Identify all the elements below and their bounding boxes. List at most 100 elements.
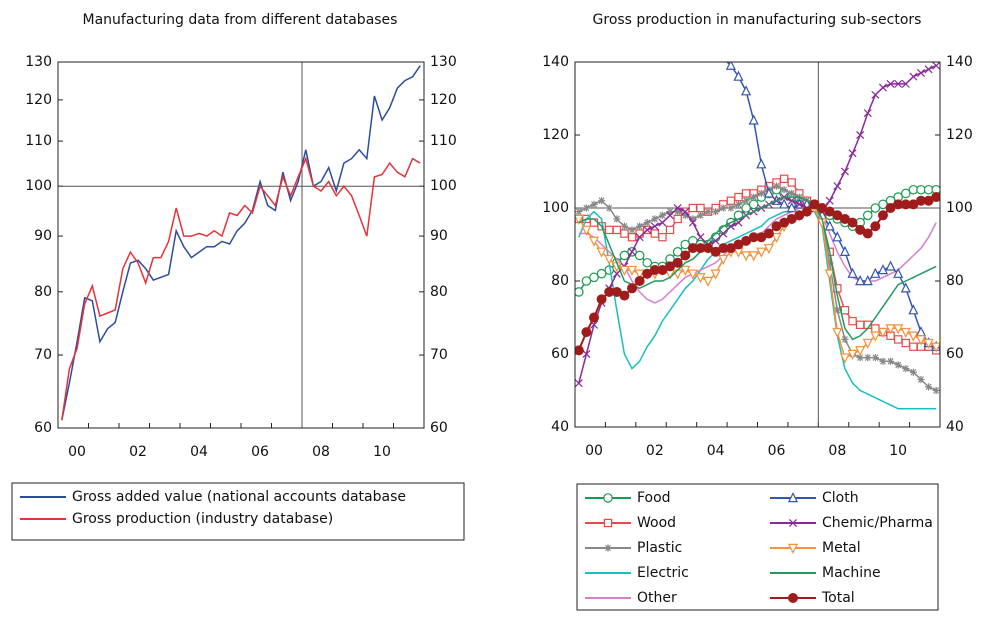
point-marker — [627, 283, 638, 294]
point-marker — [575, 287, 584, 297]
point-marker — [718, 254, 729, 266]
point-marker — [673, 203, 682, 213]
point-marker — [650, 222, 659, 231]
point-marker — [763, 228, 774, 239]
point-marker — [673, 214, 682, 224]
point-marker — [575, 379, 583, 388]
point-marker — [900, 282, 911, 293]
point-marker — [734, 200, 743, 208]
point-marker — [612, 269, 621, 278]
point-marker — [734, 192, 743, 202]
plot-frame — [574, 61, 941, 428]
point-marker — [862, 210, 873, 221]
point-marker — [855, 275, 866, 286]
point-marker — [575, 214, 584, 225]
point-marker — [855, 320, 865, 330]
legend-label: Gross added value (national accounts dat… — [72, 489, 406, 505]
point-marker — [710, 269, 721, 280]
legend-marker — [603, 493, 613, 503]
series-line — [578, 196, 937, 341]
point-marker — [575, 345, 584, 356]
point-marker — [620, 222, 629, 230]
point-marker — [909, 342, 918, 351]
point-marker — [779, 174, 789, 183]
point-marker — [856, 130, 865, 140]
point-marker — [833, 306, 841, 314]
point-marker — [856, 354, 864, 362]
point-marker — [780, 186, 788, 194]
point-marker — [711, 236, 720, 245]
point-marker — [696, 211, 705, 219]
point-marker — [787, 196, 796, 205]
point-marker — [916, 68, 926, 77]
point-marker — [674, 208, 682, 216]
point-marker — [658, 233, 667, 242]
series-line — [61, 156, 421, 421]
point-marker — [870, 221, 881, 232]
point-marker — [704, 39, 712, 47]
point-marker — [779, 198, 790, 209]
point-marker — [695, 273, 706, 284]
point-marker — [742, 197, 750, 205]
point-marker — [688, 203, 698, 213]
point-marker — [643, 225, 652, 234]
point-marker — [589, 272, 599, 283]
point-marker — [634, 269, 645, 280]
point-marker — [688, 218, 697, 227]
point-marker — [772, 182, 781, 190]
point-marker — [582, 349, 591, 359]
point-marker — [878, 83, 887, 92]
point-marker — [750, 193, 758, 201]
x-tick-label: 08 — [312, 444, 330, 460]
point-marker — [893, 324, 904, 335]
point-marker — [763, 243, 774, 255]
point-marker — [627, 233, 637, 242]
y-tick-label: 130 — [25, 54, 52, 70]
point-marker — [909, 72, 918, 81]
point-marker — [696, 233, 705, 242]
point-marker — [687, 269, 698, 280]
point-marker — [908, 331, 919, 342]
legend-label: Gross production (industry database) — [72, 511, 333, 527]
point-marker — [650, 229, 660, 238]
y2-tick-label: 90 — [430, 228, 448, 244]
y2-tick-label: 100 — [946, 200, 973, 216]
y-tick-label: 60 — [551, 346, 569, 362]
point-marker — [575, 208, 583, 216]
y2-tick-label: 140 — [946, 54, 973, 70]
point-marker — [886, 79, 895, 88]
point-marker — [870, 267, 881, 278]
point-marker — [840, 167, 849, 176]
y-tick-label: 140 — [542, 54, 569, 70]
point-marker — [604, 254, 615, 266]
point-marker — [909, 368, 917, 376]
point-marker — [635, 229, 644, 238]
point-marker — [763, 187, 774, 198]
point-marker — [871, 90, 880, 99]
series-line — [61, 65, 421, 421]
point-marker — [612, 225, 622, 235]
point-marker — [636, 222, 644, 230]
plot-frame — [57, 61, 425, 429]
legend-label: Machine — [822, 565, 881, 581]
y-tick-label: 60 — [34, 420, 52, 436]
point-marker — [877, 264, 889, 275]
point-marker — [787, 178, 796, 187]
y-tick-label: 90 — [34, 228, 52, 244]
point-marker — [788, 189, 796, 197]
point-marker — [824, 220, 835, 231]
point-marker — [923, 338, 934, 349]
point-marker — [712, 208, 720, 216]
point-marker — [931, 342, 940, 353]
x-tick-label: 08 — [828, 443, 846, 459]
point-marker — [643, 219, 651, 227]
point-marker — [681, 207, 690, 216]
point-marker — [725, 62, 736, 70]
legend-marker — [788, 518, 798, 528]
legend-label: Other — [637, 590, 677, 606]
y2-tick-label: 40 — [946, 419, 964, 435]
point-marker — [885, 324, 896, 335]
point-marker — [741, 251, 752, 262]
point-marker — [596, 268, 607, 279]
x-tick-label: 10 — [889, 443, 907, 459]
